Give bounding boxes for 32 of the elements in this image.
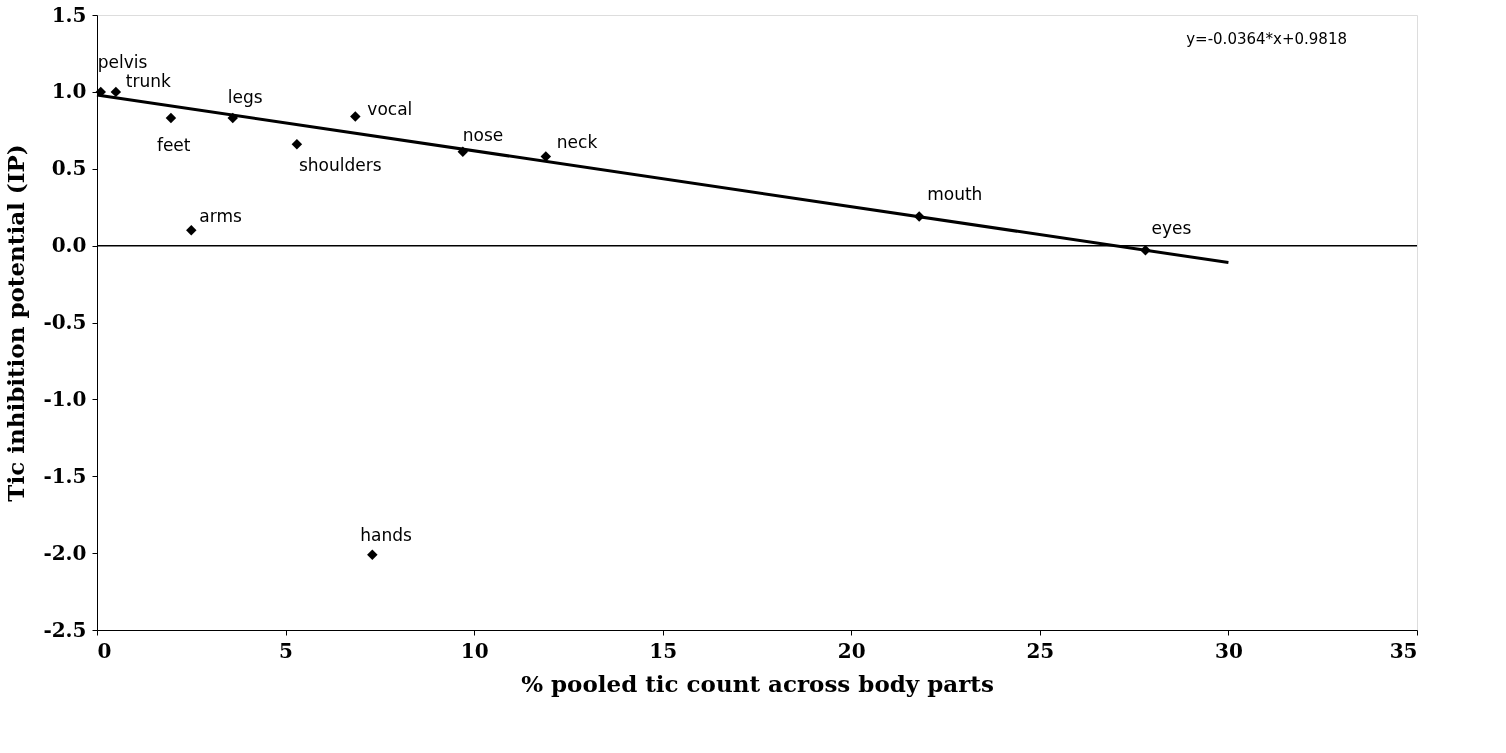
annotation: vocal — [367, 99, 413, 120]
x-tick-label: 10 — [460, 638, 489, 663]
annotation: eyes — [1151, 218, 1192, 239]
annotation: neck — [556, 132, 598, 153]
x-tick-label: 15 — [649, 638, 678, 663]
annotation: hands — [360, 524, 413, 545]
y-tick-label: -2.0 — [43, 540, 87, 565]
y-tick-label: 0.0 — [51, 233, 87, 258]
x-tick-label: 0 — [97, 638, 112, 663]
annotation: y=-0.0364*x+0.9818 — [1186, 30, 1347, 48]
annotation: legs — [227, 87, 263, 108]
x-tick-label: 30 — [1215, 638, 1243, 663]
y-tick-label: -2.5 — [43, 617, 87, 642]
annotation: pelvis — [97, 51, 148, 72]
annotation: mouth — [927, 184, 983, 205]
x-axis-title: % pooled tic count across body parts — [521, 669, 994, 697]
x-tick-label: 35 — [1389, 638, 1418, 663]
annotation: feet — [156, 135, 191, 156]
y-tick-label: -0.5 — [43, 310, 87, 334]
annotation: arms — [199, 206, 242, 227]
x-tick-label: 20 — [837, 638, 866, 663]
y-tick-label: -1.0 — [43, 386, 87, 411]
annotation: nose — [462, 124, 504, 145]
y-tick-label: 0.5 — [51, 156, 87, 181]
y-axis-title: Tic inhibition potential (IP) — [2, 144, 30, 502]
x-tick-label: 25 — [1026, 638, 1055, 663]
annotation: shoulders — [298, 155, 382, 176]
y-tick-label: 1.0 — [51, 79, 87, 104]
annotation: trunk — [125, 70, 172, 91]
y-tick-label: 1.5 — [51, 2, 87, 27]
x-tick-label: 5 — [279, 638, 294, 663]
y-tick-label: -1.5 — [43, 463, 87, 488]
